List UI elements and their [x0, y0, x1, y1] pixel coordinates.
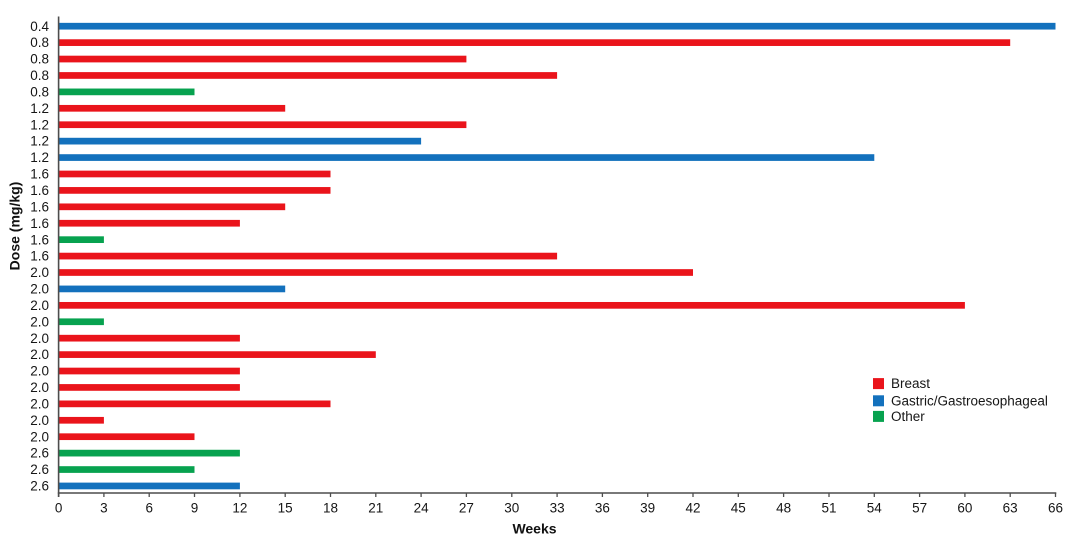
svg-text:0: 0: [55, 501, 63, 516]
svg-text:1.6: 1.6: [30, 249, 49, 264]
svg-text:1.6: 1.6: [30, 199, 49, 214]
svg-text:2.6: 2.6: [30, 446, 49, 461]
svg-text:1.2: 1.2: [30, 101, 49, 116]
svg-text:3: 3: [100, 501, 108, 516]
svg-text:24: 24: [414, 501, 430, 516]
svg-text:27: 27: [459, 501, 474, 516]
svg-text:1.6: 1.6: [30, 232, 49, 247]
svg-text:Weeks: Weeks: [512, 521, 556, 537]
svg-text:1.2: 1.2: [30, 150, 49, 165]
svg-text:2.0: 2.0: [30, 314, 49, 329]
svg-text:45: 45: [731, 501, 746, 516]
svg-text:54: 54: [867, 501, 883, 516]
svg-text:36: 36: [595, 501, 610, 516]
svg-text:2.6: 2.6: [30, 479, 49, 494]
svg-text:1.6: 1.6: [30, 183, 49, 198]
svg-text:66: 66: [1048, 501, 1063, 516]
svg-text:57: 57: [912, 501, 927, 516]
svg-text:Other: Other: [891, 409, 925, 424]
svg-text:2.0: 2.0: [30, 347, 49, 362]
svg-text:6: 6: [145, 501, 153, 516]
svg-text:Dose (mg/kg): Dose (mg/kg): [7, 182, 23, 271]
svg-text:2.0: 2.0: [30, 396, 49, 411]
svg-text:42: 42: [685, 501, 700, 516]
svg-text:2.0: 2.0: [30, 265, 49, 280]
svg-text:39: 39: [640, 501, 655, 516]
svg-text:1.2: 1.2: [30, 117, 49, 132]
svg-text:60: 60: [957, 501, 972, 516]
svg-text:0.4: 0.4: [30, 19, 49, 34]
svg-text:2.0: 2.0: [30, 429, 49, 444]
svg-text:2.6: 2.6: [30, 462, 49, 477]
svg-text:63: 63: [1003, 501, 1018, 516]
svg-text:1.2: 1.2: [30, 134, 49, 149]
svg-text:0.8: 0.8: [30, 84, 49, 99]
svg-text:12: 12: [232, 501, 247, 516]
svg-text:Gastric/Gastroesophageal: Gastric/Gastroesophageal: [891, 393, 1048, 408]
svg-text:2.0: 2.0: [30, 413, 49, 428]
svg-text:2.0: 2.0: [30, 282, 49, 297]
svg-text:30: 30: [504, 501, 519, 516]
svg-text:2.0: 2.0: [30, 298, 49, 313]
svg-text:48: 48: [776, 501, 791, 516]
svg-text:2.0: 2.0: [30, 331, 49, 346]
svg-text:Breast: Breast: [891, 376, 930, 391]
svg-text:0.8: 0.8: [30, 52, 49, 67]
svg-text:0.8: 0.8: [30, 35, 49, 50]
svg-text:21: 21: [368, 501, 383, 516]
svg-text:0.8: 0.8: [30, 68, 49, 83]
svg-text:1.6: 1.6: [30, 216, 49, 231]
svg-text:33: 33: [550, 501, 565, 516]
svg-text:2.0: 2.0: [30, 364, 49, 379]
svg-text:18: 18: [323, 501, 338, 516]
svg-text:51: 51: [821, 501, 836, 516]
svg-text:9: 9: [191, 501, 199, 516]
svg-text:1.6: 1.6: [30, 167, 49, 182]
svg-text:15: 15: [278, 501, 293, 516]
svg-text:2.0: 2.0: [30, 380, 49, 395]
